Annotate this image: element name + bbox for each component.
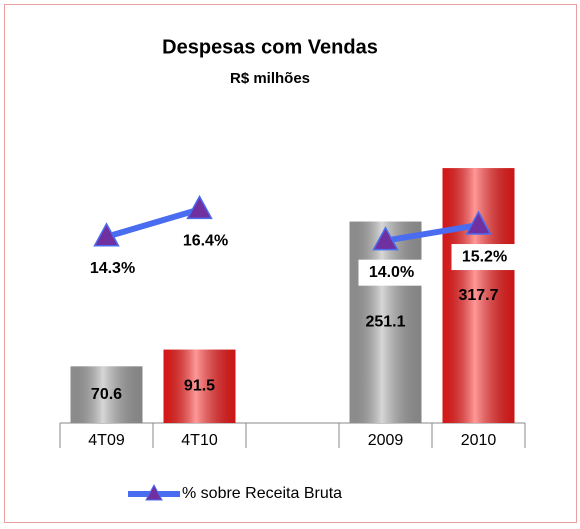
line-label-box — [451, 244, 518, 271]
chart-subtitle: R$ milhões — [230, 70, 310, 87]
legend-label: % sobre Receita Bruta — [182, 485, 342, 502]
bar-shine — [70, 366, 143, 423]
legend-marker — [145, 483, 163, 501]
x-tick-label: 4T10 — [181, 432, 218, 449]
bar-value-label: 317.7 — [458, 287, 498, 304]
line-marker — [372, 226, 399, 251]
line-label-box — [172, 228, 239, 255]
chart-title: Despesas com Vendas — [162, 36, 378, 58]
x-tick-label: 2009 — [368, 432, 404, 449]
line-label-box — [358, 259, 425, 286]
line-marker — [186, 194, 213, 220]
line-value-label: 14.0% — [369, 264, 414, 281]
bar-value-label: 251.1 — [365, 313, 405, 330]
bar-value-label: 91.5 — [184, 378, 215, 395]
line-value-label: 16.4% — [183, 233, 228, 250]
line-value-label: 14.3% — [90, 260, 135, 277]
bar-shine — [349, 221, 422, 423]
bar-value-label: 70.6 — [91, 386, 122, 403]
bar-shine — [163, 349, 236, 423]
line — [105, 206, 201, 240]
x-tick-label: 2010 — [461, 432, 497, 449]
line-label-box — [79, 255, 146, 282]
line — [385, 222, 479, 244]
x-tick-label: 4T09 — [88, 432, 125, 449]
line-marker — [465, 210, 492, 235]
line-marker — [93, 222, 120, 247]
line-value-label: 15.2% — [462, 248, 507, 265]
